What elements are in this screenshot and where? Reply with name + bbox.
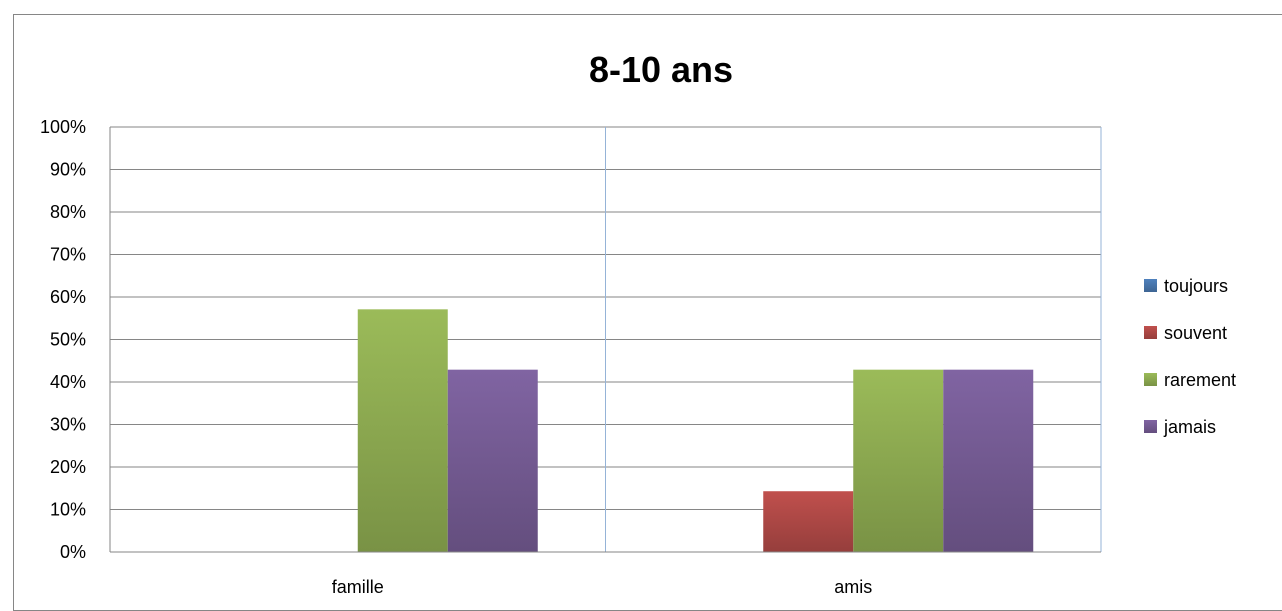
legend-swatch-souvent [1144, 326, 1157, 339]
y-tick-label: 80% [50, 202, 86, 222]
bars [357, 309, 1034, 552]
chart-title: 8-10 ans [589, 49, 733, 90]
y-tick-label: 90% [50, 160, 86, 180]
grid-lines [110, 126, 1101, 552]
legend-swatch-jamais [1144, 420, 1157, 433]
y-tick-label: 20% [50, 457, 86, 477]
y-tick-label: 30% [50, 415, 86, 435]
bar-souvent-amis [763, 491, 854, 552]
x-tick-label: famille [332, 577, 384, 597]
y-tick-label: 0% [60, 542, 86, 562]
bar-rarement-amis [853, 369, 944, 552]
legend-label-jamais: jamais [1163, 417, 1216, 437]
legend: toujours souvent rarement jamais [1144, 276, 1236, 437]
y-tick-label: 100% [40, 117, 86, 137]
bar-jamais-famille [447, 369, 538, 552]
legend-label-souvent: souvent [1164, 323, 1227, 343]
legend-label-toujours: toujours [1164, 276, 1228, 296]
bar-jamais-amis [943, 369, 1034, 552]
x-tick-label: amis [834, 577, 872, 597]
y-tick-label: 40% [50, 372, 86, 392]
chart-frame [13, 14, 1282, 611]
y-tick-label: 10% [50, 500, 86, 520]
legend-label-rarement: rarement [1164, 370, 1236, 390]
legend-swatch-toujours [1144, 279, 1157, 292]
axes: 0% 10% 20% 30% 40% 50% 60% 70% 80% 90% 100% famille… [40, 117, 1102, 597]
y-tick-label: 70% [50, 245, 86, 265]
legend-swatch-rarement [1144, 373, 1157, 386]
y-tick-label: 60% [50, 287, 86, 307]
y-tick-label: 50% [50, 330, 86, 350]
bar-rarement-famille [357, 309, 448, 552]
